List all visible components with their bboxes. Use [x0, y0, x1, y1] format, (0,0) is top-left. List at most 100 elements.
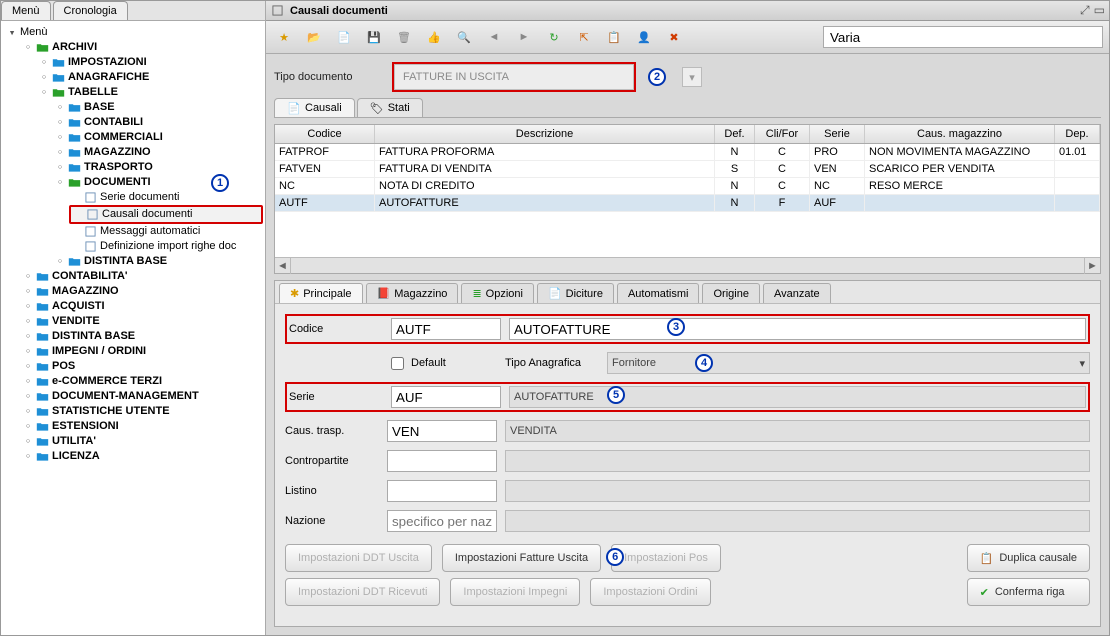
contropartite-input[interactable]: [387, 450, 497, 472]
back-icon[interactable]: ◄: [482, 25, 506, 49]
window-title: Causali documenti: [290, 5, 388, 17]
close-icon[interactable]: ✖: [662, 25, 686, 49]
tree-causali-doc[interactable]: Causali documenti: [69, 205, 263, 224]
table-row[interactable]: NCNOTA DI CREDITONCNCRESO MERCE: [275, 178, 1100, 195]
cell-def: N: [715, 195, 755, 211]
tree-root[interactable]: ▾Menù: [5, 25, 263, 40]
tree-magazzino[interactable]: ◦MAGAZZINO: [53, 145, 263, 160]
tree-commerciali[interactable]: ◦COMMERCIALI: [53, 130, 263, 145]
tree-distinta2[interactable]: ◦DISTINTA BASE: [21, 329, 263, 344]
tree-contabilita[interactable]: ◦CONTABILITA': [21, 269, 263, 284]
tree-archivi[interactable]: ◦ARCHIVI: [21, 40, 263, 55]
dtab-diciture[interactable]: 📄Diciture: [537, 283, 614, 303]
refresh-icon[interactable]: ↻: [542, 25, 566, 49]
folder-open-icon: [51, 87, 65, 99]
grid-body[interactable]: FATPROFFATTURA PROFORMANCPRONON MOVIMENT…: [275, 144, 1100, 257]
tree-magazzino2[interactable]: ◦MAGAZZINO: [21, 284, 263, 299]
restore-icon[interactable]: ⤢: [1080, 3, 1090, 18]
tree-contabili[interactable]: ◦CONTABILI: [53, 115, 263, 130]
col-causmag[interactable]: Caus. magazzino: [865, 125, 1055, 143]
maximize-icon[interactable]: ▭: [1094, 3, 1105, 18]
forward-icon[interactable]: ►: [512, 25, 536, 49]
tab-history[interactable]: Cronologia: [53, 1, 128, 20]
col-serie[interactable]: Serie: [810, 125, 865, 143]
col-codice[interactable]: Codice: [275, 125, 375, 143]
col-dep[interactable]: Dep.: [1055, 125, 1100, 143]
table-row[interactable]: FATPROFFATTURA PROFORMANCPRONON MOVIMENT…: [275, 144, 1100, 161]
col-clifor[interactable]: Cli/For: [755, 125, 810, 143]
row-nazione: Nazione: [285, 510, 1090, 532]
toolbar-search-input[interactable]: [823, 26, 1103, 48]
tree-tabelle[interactable]: ◦TABELLE: [37, 85, 263, 100]
caustrasp-input[interactable]: [387, 420, 497, 442]
search-icon[interactable]: 🔍: [452, 25, 476, 49]
folder-icon: [35, 286, 49, 298]
tree-licenza[interactable]: ◦LICENZA: [21, 449, 263, 464]
tree-impegni[interactable]: ◦IMPEGNI / ORDINI: [21, 344, 263, 359]
dtab-automatismi[interactable]: Automatismi: [617, 283, 700, 303]
tree-ecommerce[interactable]: ◦e-COMMERCE TERZI: [21, 374, 263, 389]
tree-distinta[interactable]: ◦DISTINTA BASE: [53, 254, 263, 269]
export-icon[interactable]: ⇱: [572, 25, 596, 49]
tree-acquisti[interactable]: ◦ACQUISTI: [21, 299, 263, 314]
serie-input[interactable]: [391, 386, 501, 408]
tab-stati[interactable]: 🏷Stati: [357, 98, 423, 117]
dtab-principale[interactable]: ✱Principale: [279, 283, 363, 303]
listino-input[interactable]: [387, 480, 497, 502]
new-icon[interactable]: 📄: [332, 25, 356, 49]
tree-pos[interactable]: ◦POS: [21, 359, 263, 374]
listino-label: Listino: [285, 485, 385, 497]
dtab-origine[interactable]: Origine: [702, 283, 759, 303]
tree-estensioni[interactable]: ◦ESTENSIONI: [21, 419, 263, 434]
user-icon[interactable]: 👤: [632, 25, 656, 49]
dtab-opzioni[interactable]: ≣Opzioni: [461, 283, 534, 303]
tree-def-import[interactable]: Definizione import righe doc: [69, 239, 263, 254]
codice-descr-input[interactable]: [509, 318, 1086, 340]
grid-scrollbar[interactable]: ◄ ►: [275, 257, 1100, 273]
delete-icon[interactable]: 🗑: [392, 25, 416, 49]
tree-anagrafiche[interactable]: ◦ANAGRAFICHE: [37, 70, 263, 85]
tree-documenti[interactable]: ◦DOCUMENTI: [53, 175, 263, 190]
tree-utilita[interactable]: ◦UTILITA': [21, 434, 263, 449]
table-row[interactable]: AUTFAUTOFATTURENFAUF: [275, 195, 1100, 212]
tree-impostazioni[interactable]: ◦IMPOSTAZIONI: [37, 55, 263, 70]
tree-docmgmt[interactable]: ◦DOCUMENT-MANAGEMENT: [21, 389, 263, 404]
doc-type-dropdown-button[interactable]: ▾: [682, 67, 702, 87]
codice-input[interactable]: [391, 318, 501, 340]
default-checkbox[interactable]: [391, 357, 404, 370]
scroll-right-icon[interactable]: ►: [1084, 258, 1100, 274]
tree-stat[interactable]: ◦STATISTICHE UTENTE: [21, 404, 263, 419]
col-def[interactable]: Def.: [715, 125, 755, 143]
btn-ordini[interactable]: Impostazioni Ordini: [590, 578, 710, 606]
report-icon[interactable]: 📋: [602, 25, 626, 49]
tree-vendite[interactable]: ◦VENDITE: [21, 314, 263, 329]
tipoanag-select[interactable]: Fornitore▾: [607, 352, 1090, 374]
open-icon[interactable]: 📂: [302, 25, 326, 49]
save-icon[interactable]: 💾: [362, 25, 386, 49]
table-row[interactable]: FATVENFATTURA DI VENDITASCVENSCARICO PER…: [275, 161, 1100, 178]
tree-serie-doc[interactable]: Serie documenti: [69, 190, 263, 205]
thumbsup-icon[interactable]: 👍: [422, 25, 446, 49]
nazione-input[interactable]: [387, 510, 497, 532]
cell-def: S: [715, 161, 755, 177]
star-icon[interactable]: ★: [272, 25, 296, 49]
tab-menu[interactable]: Menù: [1, 1, 51, 20]
btn-duplica[interactable]: 📋Duplica causale: [967, 544, 1090, 572]
btn-ddt-uscita[interactable]: Impostazioni DDT Uscita: [285, 544, 432, 572]
tree[interactable]: ▾Menù ◦ARCHIVI ◦IMPOSTAZIONI ◦ANAGRAFICH…: [1, 21, 265, 635]
scroll-left-icon[interactable]: ◄: [275, 258, 291, 274]
cell-def: N: [715, 144, 755, 160]
btn-conferma[interactable]: ✔Conferma riga: [967, 578, 1090, 606]
tab-causali[interactable]: 📄Causali: [274, 98, 355, 117]
dtab-magazzino[interactable]: 📕Magazzino: [366, 283, 459, 303]
tree-trasporto[interactable]: ◦TRASPORTO: [53, 160, 263, 175]
btn-ddt-ricevuti[interactable]: Impostazioni DDT Ricevuti: [285, 578, 440, 606]
col-descr[interactable]: Descrizione: [375, 125, 715, 143]
tree-msg-auto[interactable]: Messaggi automatici: [69, 224, 263, 239]
btn-impegni[interactable]: Impostazioni Impegni: [450, 578, 580, 606]
dtab-avanzate[interactable]: Avanzate: [763, 283, 831, 303]
tree-base[interactable]: ◦BASE: [53, 100, 263, 115]
btn-pos[interactable]: Impostazioni Pos: [611, 544, 721, 572]
btn-fatture-uscita[interactable]: Impostazioni Fatture Uscita6: [442, 544, 601, 572]
doc-icon: [85, 209, 99, 221]
